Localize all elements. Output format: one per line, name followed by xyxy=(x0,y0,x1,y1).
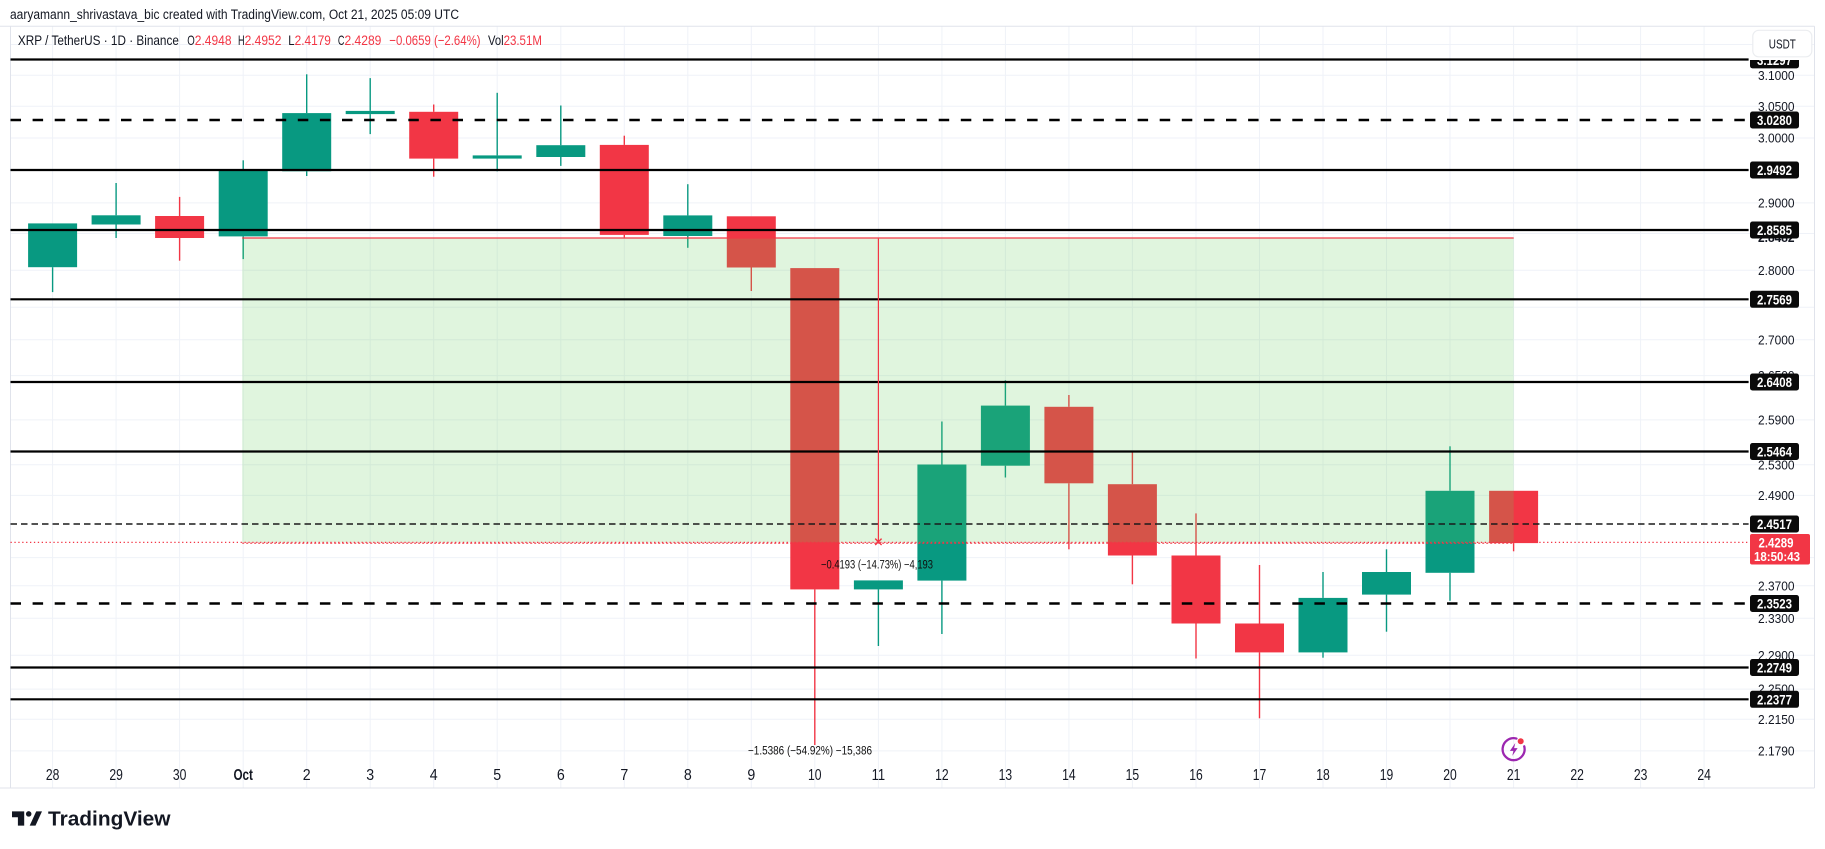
svg-text:TradingView: TradingView xyxy=(48,808,171,830)
svg-text:3.1297: 3.1297 xyxy=(1757,52,1792,68)
svg-text:Oct: Oct xyxy=(233,767,253,784)
svg-text:3: 3 xyxy=(366,767,374,784)
svg-text:2.4900: 2.4900 xyxy=(1758,488,1795,503)
svg-text:8: 8 xyxy=(684,767,692,784)
svg-text:3.1000: 3.1000 xyxy=(1758,68,1795,83)
svg-text:2.5300: 2.5300 xyxy=(1758,457,1795,472)
svg-text:2.5464: 2.5464 xyxy=(1757,444,1792,460)
svg-text:6: 6 xyxy=(557,767,565,784)
svg-text:−1.5386 (−54.92%) −15,386: −1.5386 (−54.92%) −15,386 xyxy=(748,746,872,758)
svg-text:19: 19 xyxy=(1380,767,1394,784)
svg-text:C: C xyxy=(338,32,345,48)
svg-text:2.6408: 2.6408 xyxy=(1757,374,1792,390)
svg-text:XRP / TetherUS · 1D · Binance: XRP / TetherUS · 1D · Binance xyxy=(18,32,179,48)
svg-text:Vol: Vol xyxy=(488,32,504,48)
svg-text:−0.4193 (−14.73%) −4,193: −0.4193 (−14.73%) −4,193 xyxy=(821,559,933,571)
svg-text:21: 21 xyxy=(1507,767,1521,784)
svg-text:2.3300: 2.3300 xyxy=(1758,611,1795,626)
svg-text:2.3700: 2.3700 xyxy=(1758,578,1795,593)
svg-text:5: 5 xyxy=(493,767,501,784)
svg-text:18: 18 xyxy=(1316,767,1330,784)
svg-text:USDT: USDT xyxy=(1769,37,1796,51)
svg-text:16: 16 xyxy=(1189,767,1203,784)
svg-text:2.8585: 2.8585 xyxy=(1757,222,1792,238)
svg-text:10: 10 xyxy=(808,767,822,784)
svg-text:7: 7 xyxy=(620,767,628,784)
svg-text:14: 14 xyxy=(1062,767,1076,784)
svg-text:30: 30 xyxy=(173,767,187,784)
svg-text:24: 24 xyxy=(1697,767,1711,784)
svg-text:2.4179: 2.4179 xyxy=(295,32,331,48)
svg-text:22: 22 xyxy=(1570,767,1584,784)
svg-text:3.0280: 3.0280 xyxy=(1757,112,1792,128)
svg-text:17: 17 xyxy=(1253,767,1267,784)
svg-text:23: 23 xyxy=(1634,767,1648,784)
svg-text:2.5900: 2.5900 xyxy=(1758,413,1795,428)
svg-text:2.4289: 2.4289 xyxy=(345,32,382,48)
svg-text:29: 29 xyxy=(109,767,123,784)
svg-text:9: 9 xyxy=(747,767,755,784)
svg-text:3.0000: 3.0000 xyxy=(1758,131,1795,146)
svg-text:2.3523: 2.3523 xyxy=(1757,596,1792,612)
svg-text:2.4948: 2.4948 xyxy=(195,32,232,48)
svg-text:2.8000: 2.8000 xyxy=(1758,263,1795,278)
svg-text:2.2150: 2.2150 xyxy=(1758,712,1795,727)
svg-text:2.7000: 2.7000 xyxy=(1758,332,1795,347)
svg-text:2.1790: 2.1790 xyxy=(1758,744,1795,759)
svg-text:H: H xyxy=(238,32,245,48)
svg-text:O: O xyxy=(187,32,195,48)
svg-text:2.4289: 2.4289 xyxy=(1759,535,1794,551)
svg-text:2.7569: 2.7569 xyxy=(1757,291,1792,307)
svg-text:3.0500: 3.0500 xyxy=(1758,99,1795,114)
svg-text:2.4517: 2.4517 xyxy=(1757,516,1792,532)
svg-text:15: 15 xyxy=(1126,767,1140,784)
svg-text:L: L xyxy=(288,32,294,48)
svg-text:−0.0659 (−2.64%): −0.0659 (−2.64%) xyxy=(389,32,480,48)
svg-text:11: 11 xyxy=(872,767,886,784)
svg-text:20: 20 xyxy=(1443,767,1457,784)
svg-text:2.2377: 2.2377 xyxy=(1757,691,1792,707)
svg-text:28: 28 xyxy=(46,767,60,784)
svg-text:aaryamann_shrivastava_bic crea: aaryamann_shrivastava_bic created with T… xyxy=(10,7,459,22)
svg-text:2.2749: 2.2749 xyxy=(1757,660,1792,676)
svg-text:18:50:43: 18:50:43 xyxy=(1754,550,1800,564)
svg-text:2.4952: 2.4952 xyxy=(245,32,282,48)
svg-text:23.51M: 23.51M xyxy=(504,32,542,48)
svg-text:2: 2 xyxy=(303,767,311,784)
svg-text:2.9000: 2.9000 xyxy=(1758,196,1795,211)
svg-text:12: 12 xyxy=(935,767,949,784)
svg-text:4: 4 xyxy=(430,767,438,784)
svg-text:13: 13 xyxy=(999,767,1013,784)
svg-text:2.9492: 2.9492 xyxy=(1757,162,1792,178)
